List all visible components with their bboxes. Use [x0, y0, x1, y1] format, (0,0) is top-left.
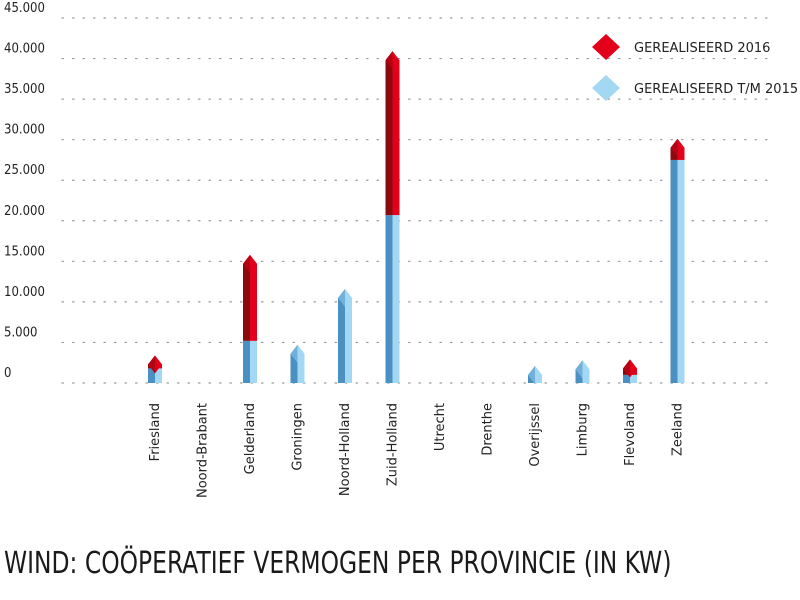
bar-2015-light [155, 368, 162, 383]
bar-2015-light [250, 340, 257, 383]
bar-cap-shade [385, 51, 393, 70]
x-tick-label: Groningen [291, 403, 306, 471]
bar-2015-dark [385, 215, 393, 383]
bar-cap-shade [338, 288, 345, 307]
x-tick-label: Noord-Holland [338, 403, 353, 496]
bar-2016-dark [243, 263, 250, 341]
bar-2015-light [392, 215, 400, 383]
bar-2015-light [677, 159, 685, 383]
chart-title: WIND: COÖPERATIEF VERMOGEN PER PROVINCIE… [4, 546, 672, 581]
legend-marker [592, 34, 620, 60]
bar-cap-shade [528, 365, 535, 384]
bar-2016-dark [385, 60, 393, 216]
bar-2016-light [677, 147, 685, 160]
bar-cap-shade [148, 355, 155, 374]
bar-cap-shade [243, 254, 250, 273]
x-tick-label: Gelderland [243, 403, 258, 474]
bar-cap-shade [623, 359, 630, 378]
x-tick-label: Overijssel [528, 403, 543, 467]
bar-2015-dark [243, 340, 250, 383]
x-tick-label: Utrecht [433, 403, 448, 451]
bar-cap-shade [290, 344, 298, 363]
y-tick-label: 5.000 [4, 325, 37, 340]
wind-chart: 0 5.000 10.000 15.000 20.000 25.000 30.000 35.0… [4, 1, 798, 498]
bar-cap-shade [670, 138, 678, 157]
x-tick-label: Zuid-Holland [386, 403, 401, 486]
bar-2016-dark [670, 147, 678, 160]
y-tick-label: 0 [4, 366, 11, 381]
bar-2015-dark [575, 369, 583, 383]
legend-label: GEREALISEERD T/M 2015 [634, 82, 798, 97]
bar-2015-dark [623, 374, 630, 383]
bar-2015-light [582, 369, 590, 383]
y-tick-label: 35.000 [4, 82, 45, 97]
bar-2015-dark [290, 353, 298, 383]
bar-2015-light [297, 353, 305, 383]
bar-2015-dark [148, 368, 155, 383]
bar-2015-light [345, 297, 352, 383]
x-tick-label: Zeeland [671, 403, 686, 456]
y-tick-label: 30.000 [4, 123, 45, 138]
x-tick-label: Noord-Brabant [196, 403, 211, 498]
x-tick-label: Drenthe [481, 403, 496, 456]
legend-label: GEREALISEERD 2016 [634, 41, 770, 56]
legend-marker [592, 75, 620, 101]
bar-2015-dark [670, 159, 678, 383]
x-tick-label: Flevoland [623, 403, 638, 466]
y-tick-label: 25.000 [4, 163, 45, 178]
y-tick-label: 10.000 [4, 285, 45, 300]
x-tick-label: Friesland [148, 403, 163, 461]
bar-2016-light [250, 263, 257, 341]
y-tick-label: 15.000 [4, 244, 45, 259]
x-tick-label: Limburg [576, 403, 591, 456]
bar-cap-shade [575, 360, 583, 379]
bar-2015-light [630, 374, 637, 383]
bar-2016-light [392, 60, 400, 216]
y-tick-label: 40.000 [4, 42, 45, 57]
bar-2015-dark [338, 297, 345, 383]
y-tick-label: 45.000 [4, 1, 45, 16]
y-tick-label: 20.000 [4, 204, 45, 219]
